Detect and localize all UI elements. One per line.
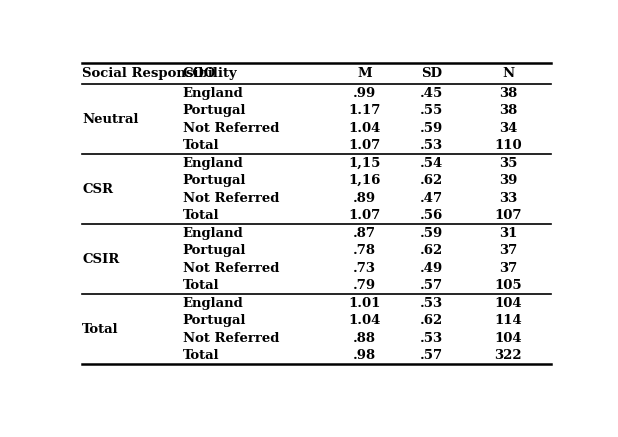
Text: 104: 104	[494, 297, 522, 310]
Text: England: England	[183, 297, 243, 310]
Text: .78: .78	[353, 244, 376, 257]
Text: Total: Total	[183, 279, 219, 292]
Text: .88: .88	[353, 332, 376, 345]
Text: 104: 104	[494, 332, 522, 345]
Text: M: M	[357, 67, 372, 80]
Text: .98: .98	[353, 349, 376, 362]
Text: Not Referred: Not Referred	[183, 332, 279, 345]
Text: 39: 39	[499, 174, 517, 187]
Text: .53: .53	[420, 332, 443, 345]
Text: CSR: CSR	[82, 183, 113, 196]
Text: .99: .99	[353, 87, 376, 100]
Text: Portugal: Portugal	[183, 244, 246, 257]
Text: .79: .79	[353, 279, 376, 292]
Text: .62: .62	[420, 174, 443, 187]
Text: .54: .54	[420, 156, 443, 170]
Text: Not Referred: Not Referred	[183, 121, 279, 135]
Text: Total: Total	[183, 139, 219, 152]
Text: 31: 31	[499, 227, 517, 239]
Text: 1.04: 1.04	[349, 314, 381, 327]
Text: 1.17: 1.17	[349, 104, 381, 117]
Text: N: N	[502, 67, 514, 80]
Text: .57: .57	[420, 349, 443, 362]
Text: England: England	[183, 227, 243, 239]
Text: 35: 35	[499, 156, 517, 170]
Text: .55: .55	[420, 104, 443, 117]
Text: 1,16: 1,16	[349, 174, 381, 187]
Text: Total: Total	[82, 323, 119, 336]
Text: 1.01: 1.01	[349, 297, 381, 310]
Text: Not Referred: Not Referred	[183, 262, 279, 274]
Text: .62: .62	[420, 314, 443, 327]
Text: 1.04: 1.04	[349, 121, 381, 135]
Text: CSIR: CSIR	[82, 253, 119, 266]
Text: 1.07: 1.07	[349, 139, 381, 152]
Text: SD: SD	[421, 67, 442, 80]
Text: 114: 114	[494, 314, 522, 327]
Text: 37: 37	[499, 262, 517, 274]
Text: 105: 105	[494, 279, 522, 292]
Text: .56: .56	[420, 209, 443, 222]
Text: Not Referred: Not Referred	[183, 192, 279, 205]
Text: England: England	[183, 87, 243, 100]
Text: Portugal: Portugal	[183, 174, 246, 187]
Text: Portugal: Portugal	[183, 314, 246, 327]
Text: 37: 37	[499, 244, 517, 257]
Text: 33: 33	[499, 192, 517, 205]
Text: .53: .53	[420, 297, 443, 310]
Text: .87: .87	[353, 227, 376, 239]
Text: .62: .62	[420, 244, 443, 257]
Text: Total: Total	[183, 209, 219, 222]
Text: .89: .89	[353, 192, 376, 205]
Text: .53: .53	[420, 139, 443, 152]
Text: 34: 34	[499, 121, 517, 135]
Text: .49: .49	[420, 262, 443, 274]
Text: Social Responsibility: Social Responsibility	[82, 67, 237, 80]
Text: .47: .47	[420, 192, 443, 205]
Text: .73: .73	[353, 262, 376, 274]
Text: .45: .45	[420, 87, 443, 100]
Text: .59: .59	[420, 121, 443, 135]
Text: 38: 38	[499, 104, 517, 117]
Text: Neutral: Neutral	[82, 113, 138, 126]
Text: .59: .59	[420, 227, 443, 239]
Text: 1,15: 1,15	[349, 156, 381, 170]
Text: 107: 107	[494, 209, 522, 222]
Text: 1.07: 1.07	[349, 209, 381, 222]
Text: 38: 38	[499, 87, 517, 100]
Text: England: England	[183, 156, 243, 170]
Text: .57: .57	[420, 279, 443, 292]
Text: 322: 322	[494, 349, 522, 362]
Text: Total: Total	[183, 349, 219, 362]
Text: Portugal: Portugal	[183, 104, 246, 117]
Text: 110: 110	[494, 139, 522, 152]
Text: COO: COO	[183, 67, 216, 80]
